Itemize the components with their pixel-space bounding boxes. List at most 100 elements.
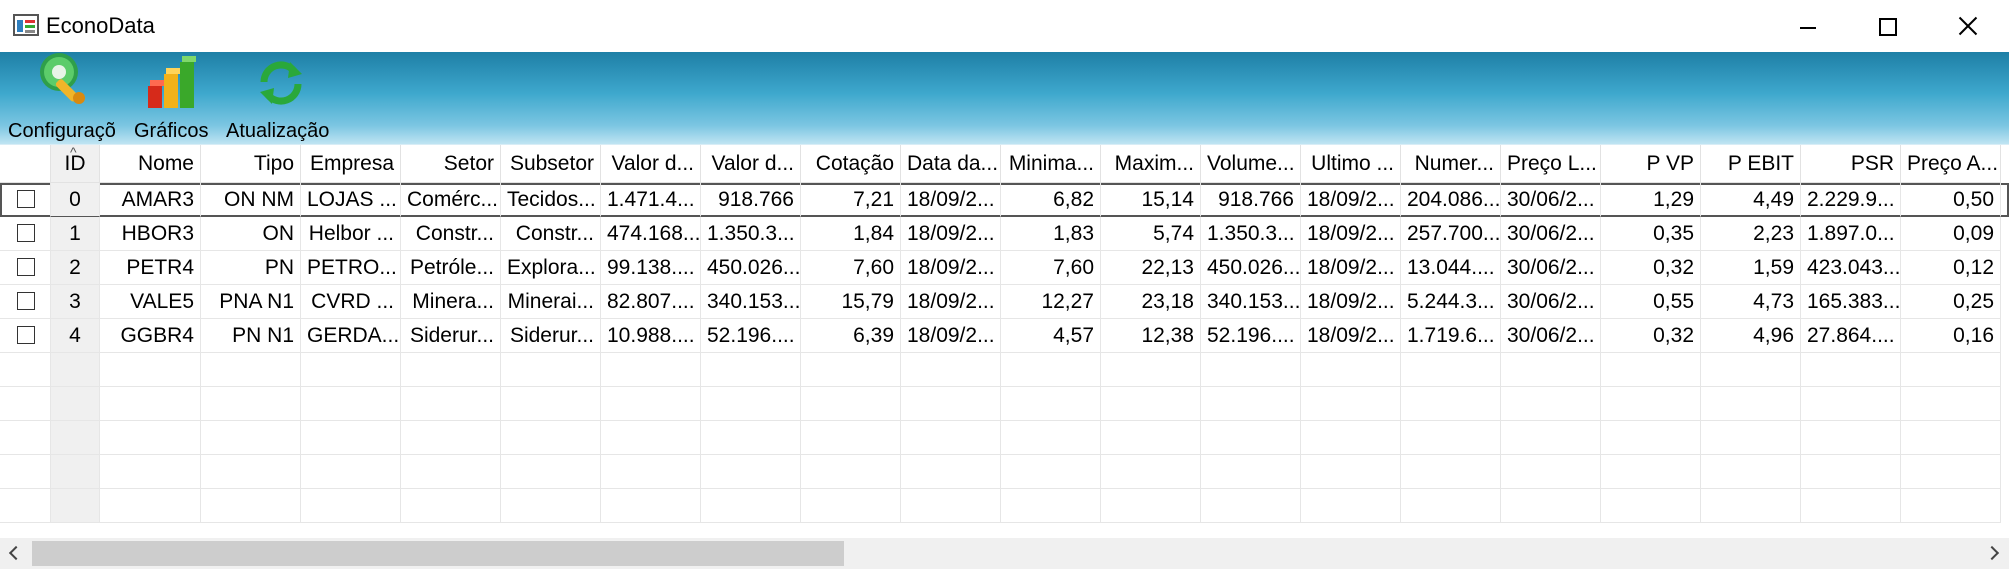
table-cell[interactable]: Constr...	[501, 217, 601, 251]
table-cell[interactable]: Petróle...	[401, 251, 501, 285]
column-header[interactable]: Ultimo ...	[1301, 145, 1401, 183]
table-cell[interactable]: 99.138....	[601, 251, 701, 285]
table-cell[interactable]: 1.471.4...	[601, 183, 701, 217]
table-cell[interactable]: 7,60	[1001, 251, 1101, 285]
update-button[interactable]: Atualização	[226, 52, 336, 144]
table-cell[interactable]: 30/06/2...	[1501, 217, 1601, 251]
column-header[interactable]: Subsetor	[501, 145, 601, 183]
table-cell[interactable]: 18/09/2...	[901, 183, 1001, 217]
table-row[interactable]: 3 VALE5 PNA N1 CVRD ... Minera... Minerai... 8…	[0, 285, 2009, 319]
table-cell[interactable]: 4,73	[1701, 285, 1801, 319]
table-cell[interactable]: 13.044....	[1401, 251, 1501, 285]
column-header[interactable]: Setor	[401, 145, 501, 183]
table-cell[interactable]: 165.383...	[1801, 285, 1901, 319]
table-cell[interactable]: Minera...	[401, 285, 501, 319]
table-cell[interactable]: 3	[51, 285, 100, 319]
scroll-right-icon[interactable]	[1979, 538, 2009, 569]
table-cell[interactable]: 450.026...	[1201, 251, 1301, 285]
column-header[interactable]: Volume...	[1201, 145, 1301, 183]
table-cell[interactable]: 0,55	[1601, 285, 1701, 319]
table-cell[interactable]: Siderur...	[501, 319, 601, 353]
table-cell[interactable]: 340.153...	[1201, 285, 1301, 319]
table-cell[interactable]: ON	[201, 217, 301, 251]
table-cell[interactable]: 10.988....	[601, 319, 701, 353]
table-cell[interactable]: 0,50	[1901, 183, 2001, 217]
table-cell[interactable]: 0,32	[1601, 251, 1701, 285]
table-cell[interactable]: 4,57	[1001, 319, 1101, 353]
table-cell[interactable]: VALE5	[100, 285, 201, 319]
table-cell[interactable]: Comérc...	[401, 183, 501, 217]
table-cell[interactable]: 5.244.3...	[1401, 285, 1501, 319]
table-cell[interactable]: 15,79	[801, 285, 901, 319]
table-cell[interactable]: 918.766	[1201, 183, 1301, 217]
table-cell[interactable]: 0,12	[1901, 251, 2001, 285]
column-header[interactable]: PSR	[1801, 145, 1901, 183]
table-cell[interactable]: 0,35	[1601, 217, 1701, 251]
table-cell[interactable]: AMAR3	[100, 183, 201, 217]
table-cell[interactable]: 1,83	[1001, 217, 1101, 251]
row-checkbox[interactable]	[17, 190, 35, 208]
table-cell[interactable]: Siderur...	[401, 319, 501, 353]
table-cell[interactable]: 4,96	[1701, 319, 1801, 353]
charts-button[interactable]: Gráficos	[130, 52, 230, 144]
table-cell[interactable]: 1,84	[801, 217, 901, 251]
table-cell[interactable]: 4,49	[1701, 183, 1801, 217]
close-icon[interactable]	[1947, 10, 1987, 44]
horizontal-scrollbar[interactable]	[0, 538, 2009, 569]
table-cell[interactable]: PNA N1	[201, 285, 301, 319]
table-cell[interactable]: 1,29	[1601, 183, 1701, 217]
table-cell[interactable]: 82.807....	[601, 285, 701, 319]
table-cell[interactable]: PETRO...	[301, 251, 401, 285]
table-cell[interactable]: 2.229.9...	[1801, 183, 1901, 217]
scroll-left-icon[interactable]	[0, 538, 30, 569]
column-header[interactable]: Preço A...	[1901, 145, 2001, 183]
column-header[interactable]: ^ ID	[51, 145, 100, 183]
table-cell[interactable]: 918.766	[701, 183, 801, 217]
table-cell[interactable]: LOJAS ...	[301, 183, 401, 217]
table-cell[interactable]: GGBR4	[100, 319, 201, 353]
column-header[interactable]: Cotação	[801, 145, 901, 183]
table-cell[interactable]: 18/09/2...	[901, 285, 1001, 319]
table-cell[interactable]: 1.719.6...	[1401, 319, 1501, 353]
column-header[interactable]: Valor d...	[601, 145, 701, 183]
table-cell[interactable]: 23,18	[1101, 285, 1201, 319]
table-cell[interactable]: PN N1	[201, 319, 301, 353]
table-cell[interactable]: 18/09/2...	[1301, 251, 1401, 285]
table-cell[interactable]: 0,16	[1901, 319, 2001, 353]
table-cell[interactable]: 52.196....	[701, 319, 801, 353]
table-cell[interactable]: 12,27	[1001, 285, 1101, 319]
column-header[interactable]: Data da...	[901, 145, 1001, 183]
table-cell[interactable]: Minerai...	[501, 285, 601, 319]
table-cell[interactable]: 0,25	[1901, 285, 2001, 319]
table-cell[interactable]: 2,23	[1701, 217, 1801, 251]
table-cell[interactable]: 1.350.3...	[1201, 217, 1301, 251]
row-checkbox[interactable]	[17, 258, 35, 276]
table-cell[interactable]: 52.196....	[1201, 319, 1301, 353]
column-header[interactable]: Preço L...	[1501, 145, 1601, 183]
row-checkbox[interactable]	[17, 224, 35, 242]
table-cell[interactable]: 30/06/2...	[1501, 183, 1601, 217]
table-cell[interactable]: 12,38	[1101, 319, 1201, 353]
table-row[interactable]: 2 PETR4 PN PETRO... Petróle... Explora... 99.1…	[0, 251, 2009, 285]
column-header[interactable]: P VP	[1601, 145, 1701, 183]
table-cell[interactable]: 7,60	[801, 251, 901, 285]
table-cell[interactable]: 15,14	[1101, 183, 1201, 217]
table-cell[interactable]: 30/06/2...	[1501, 251, 1601, 285]
table-cell[interactable]: 204.086...	[1401, 183, 1501, 217]
column-header[interactable]: P EBIT	[1701, 145, 1801, 183]
table-cell[interactable]: Tecidos...	[501, 183, 601, 217]
table-cell[interactable]: 5,74	[1101, 217, 1201, 251]
row-checkbox[interactable]	[17, 292, 35, 310]
table-cell[interactable]: 2	[51, 251, 100, 285]
scroll-thumb[interactable]	[32, 541, 844, 566]
column-header[interactable]: Maxim...	[1101, 145, 1201, 183]
table-row[interactable]: 1 HBOR3 ON Helbor ... Constr... Constr... 474.…	[0, 217, 2009, 251]
table-cell[interactable]: 18/09/2...	[1301, 217, 1401, 251]
table-cell[interactable]: 474.168...	[601, 217, 701, 251]
table-cell[interactable]: ON NM	[201, 183, 301, 217]
table-cell[interactable]: 257.700...	[1401, 217, 1501, 251]
column-header[interactable]: Minima...	[1001, 145, 1101, 183]
table-cell[interactable]: HBOR3	[100, 217, 201, 251]
column-header[interactable]: Empresa	[301, 145, 401, 183]
table-cell[interactable]: 6,39	[801, 319, 901, 353]
